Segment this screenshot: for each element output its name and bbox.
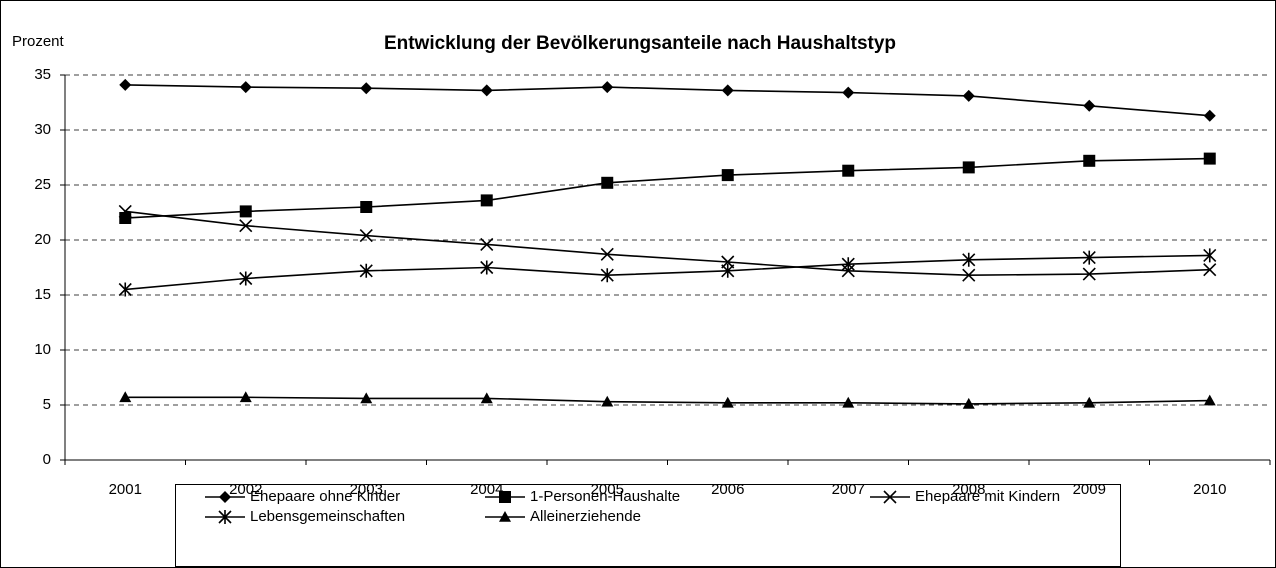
- data-point: [239, 271, 253, 286]
- data-point: [601, 176, 614, 189]
- legend-label: Lebensgemeinschaften: [250, 508, 405, 525]
- x-tick-label: 2009: [1073, 481, 1106, 498]
- data-point: [600, 247, 614, 261]
- series-line: [125, 210, 1210, 277]
- data-point: [119, 391, 132, 403]
- data-point: [239, 391, 252, 403]
- data-point: [480, 84, 493, 97]
- data-point: [962, 161, 975, 174]
- series-line: [125, 254, 1210, 291]
- series-line: [125, 157, 1210, 219]
- legend-marker: [499, 491, 511, 503]
- legend-label: Alleinerziehende: [530, 508, 641, 525]
- data-point: [721, 169, 734, 182]
- legend-marker: [499, 511, 511, 522]
- legend-label: Ehepaare mit Kindern: [915, 488, 1060, 505]
- data-point: [1203, 109, 1216, 122]
- data-point: [721, 84, 734, 97]
- data-point: [1082, 267, 1096, 281]
- y-tick-label: 20: [34, 231, 51, 248]
- data-point: [962, 252, 976, 267]
- y-tick-label: 35: [34, 66, 51, 83]
- data-point: [842, 86, 855, 99]
- data-point: [239, 205, 252, 218]
- data-point: [480, 260, 494, 275]
- x-tick-label: 2005: [591, 481, 624, 498]
- data-point: [360, 82, 373, 95]
- legend-label: Ehepaare ohne Kinder: [250, 488, 400, 505]
- data-point: [842, 396, 855, 408]
- data-point: [1083, 154, 1096, 167]
- y-axis-label: Prozent: [12, 33, 65, 50]
- x-tick-label: 2007: [832, 481, 865, 498]
- data-point: [721, 396, 734, 408]
- series-line: [125, 84, 1210, 117]
- legend-box: [175, 484, 1121, 567]
- data-point: [962, 268, 976, 282]
- data-point: [480, 392, 493, 404]
- data-point: [1203, 394, 1216, 406]
- legend-marker: [218, 510, 232, 524]
- data-point: [119, 212, 132, 224]
- data-point: [601, 81, 614, 94]
- x-tick-label: 2004: [470, 481, 503, 498]
- data-point: [1083, 99, 1096, 112]
- x-tick-label: 2008: [952, 481, 985, 498]
- chart-title: Entwicklung der Bevölkerungsanteile nach…: [384, 33, 896, 54]
- data-point: [359, 263, 373, 278]
- data-point: [962, 89, 975, 102]
- data-point: [842, 164, 855, 177]
- data-point: [360, 201, 373, 213]
- series-line: [125, 396, 1210, 405]
- y-tick-label: 5: [43, 396, 51, 413]
- data-point: [721, 263, 735, 278]
- y-tick-label: 25: [34, 176, 51, 193]
- data-point: [118, 282, 132, 297]
- data-point: [1082, 250, 1096, 265]
- data-point: [360, 392, 373, 404]
- x-tick-label: 2006: [711, 481, 744, 498]
- data-point: [1083, 396, 1096, 408]
- x-tick-label: 2002: [229, 481, 262, 498]
- data-point: [1203, 263, 1217, 277]
- x-tick-label: 2001: [109, 481, 142, 498]
- legend-marker: [883, 490, 897, 504]
- data-point: [1203, 152, 1216, 165]
- data-point: [239, 81, 252, 94]
- legend-label: 1-Personen-Haushalte: [530, 488, 680, 505]
- y-tick-label: 15: [34, 286, 51, 303]
- data-point: [841, 257, 855, 272]
- x-tick-label: 2003: [350, 481, 383, 498]
- data-point: [118, 204, 132, 218]
- data-point: [119, 78, 132, 91]
- data-point: [601, 395, 614, 407]
- y-tick-label: 10: [34, 341, 51, 358]
- data-point: [480, 237, 494, 251]
- x-tick-label: 2010: [1193, 481, 1226, 498]
- data-point: [600, 268, 614, 283]
- data-point: [480, 194, 493, 207]
- y-tick-label: 0: [43, 451, 51, 468]
- data-point: [359, 229, 373, 243]
- data-point: [962, 397, 975, 409]
- legend-marker: [219, 491, 231, 503]
- data-point: [239, 219, 253, 233]
- data-point: [1203, 248, 1217, 263]
- y-tick-label: 30: [34, 121, 51, 138]
